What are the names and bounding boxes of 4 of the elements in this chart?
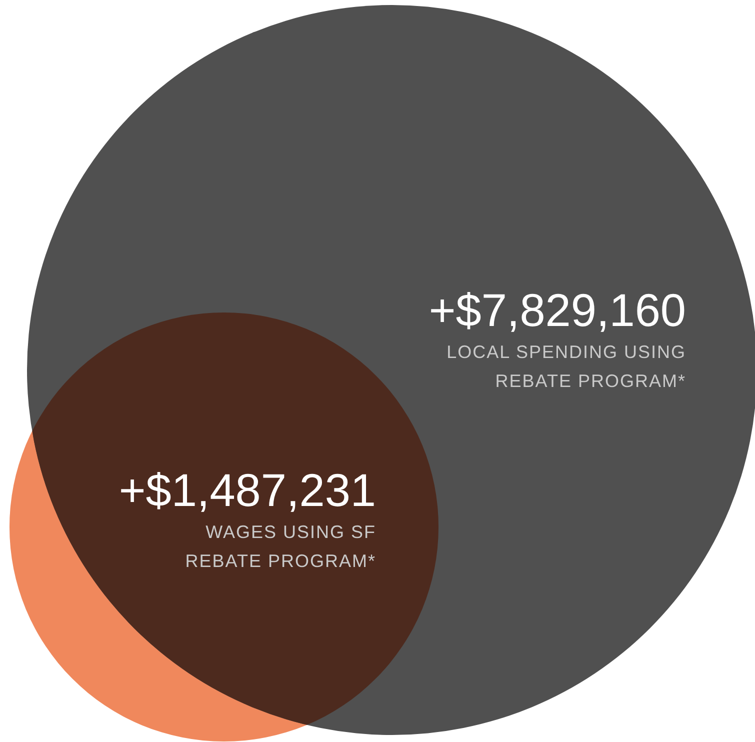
data-label: +$1,487,231 [118,463,376,518]
category-label: WAGES USING SF REBATE PROGRAM* [184,521,376,573]
data-label: +$7,829,160 [428,283,686,338]
category-label: LOCAL SPENDING USING REBATE PROGRAM* [446,341,686,393]
